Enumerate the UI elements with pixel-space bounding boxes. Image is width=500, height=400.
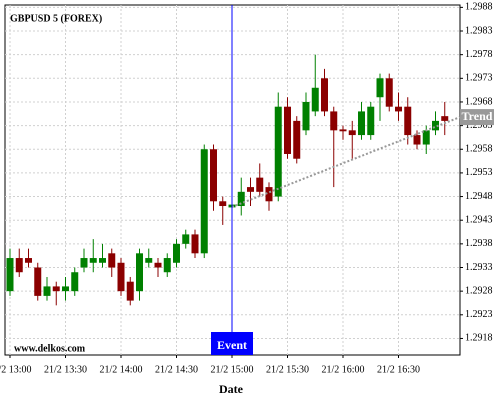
candle-body — [71, 272, 79, 292]
y-tick-label: 1.2948 — [465, 191, 493, 202]
candle-body — [339, 129, 347, 132]
x-tick-label: 21/2 16:00 — [321, 364, 364, 375]
candle-body — [348, 130, 356, 136]
y-tick-label: 1.2978 — [465, 49, 493, 60]
x-tick-label: 21/2 15:30 — [266, 364, 309, 375]
candle-body — [376, 78, 384, 98]
candle-body — [89, 258, 97, 263]
candle-body — [126, 281, 134, 301]
candle-body — [413, 135, 421, 145]
candle-body — [293, 120, 301, 159]
candle-body — [302, 101, 310, 131]
y-tick-label: 1.2928 — [465, 285, 493, 296]
candle-body — [34, 267, 42, 296]
chart-title: GBPUSD 5 (FOREX) — [10, 13, 102, 24]
candle-body — [321, 78, 328, 112]
candle-body — [256, 177, 264, 192]
x-tick-label: 21/2 14:30 — [155, 364, 198, 375]
trend-line — [231, 116, 461, 208]
candle-body — [25, 258, 32, 263]
x-tick-label: 21/2 15:00 — [210, 364, 253, 375]
event-label: Event — [217, 338, 247, 352]
y-tick-label: 1.2953 — [465, 167, 493, 178]
event-label-box — [211, 332, 253, 355]
candle-body — [422, 130, 430, 145]
y-tick-label: 1.2943 — [465, 214, 493, 225]
candle-body — [247, 187, 254, 192]
y-tick-label: 1.2938 — [465, 238, 493, 249]
candle-body — [173, 243, 180, 263]
x-tick-label: 21/2 16:30 — [377, 364, 420, 375]
candle-body — [265, 187, 273, 202]
candle-body — [99, 258, 106, 263]
candle-body — [108, 253, 116, 268]
candle-body — [6, 258, 14, 292]
y-tick-label: 1.2973 — [465, 73, 493, 84]
candle-body — [62, 286, 69, 292]
candle-body — [330, 111, 338, 131]
candle-body — [191, 234, 199, 254]
candle-body — [154, 262, 162, 268]
candle-body — [200, 149, 208, 254]
x-tick-label: 21/2 14:00 — [99, 364, 142, 375]
y-tick-label: 1.2963 — [465, 120, 493, 131]
candle-body — [15, 258, 23, 273]
candle-body — [385, 78, 393, 107]
trend-label-box — [460, 109, 494, 126]
candle-body — [52, 286, 60, 292]
candle-body — [441, 116, 449, 121]
candle-body — [404, 106, 412, 136]
candle-body — [367, 106, 375, 136]
candle-body — [182, 234, 190, 244]
y-tick-label: 1.2918 — [465, 333, 493, 344]
candle-body — [210, 149, 217, 202]
candle-body — [237, 191, 245, 207]
trend-label: Trend — [462, 109, 493, 123]
candle-body — [136, 253, 143, 292]
y-tick-label: 1.2983 — [465, 25, 493, 36]
y-tick-label: 1.2968 — [465, 96, 493, 107]
watermark: www.delkos.com — [14, 343, 86, 354]
candle-body — [163, 258, 171, 273]
x-tick-label: 21/2 13:30 — [44, 364, 87, 375]
candle-body — [219, 201, 227, 207]
y-tick-label: 1.2988 — [465, 2, 493, 13]
x-tick-label: 21/2 13:00 — [0, 364, 32, 375]
y-tick-label: 1.2958 — [465, 144, 493, 155]
candle-body — [43, 286, 51, 296]
candle-body — [432, 120, 439, 131]
candle-body — [311, 87, 319, 112]
candle-body — [145, 258, 153, 263]
candle-body — [395, 106, 402, 112]
y-tick-label: 1.2923 — [465, 309, 493, 320]
y-tick-label: 1.2933 — [465, 262, 493, 273]
candle-body — [358, 111, 365, 136]
candle-body — [117, 262, 125, 292]
candle-body — [80, 258, 88, 268]
x-axis-label: Date — [219, 382, 244, 396]
candle-body — [274, 106, 282, 197]
candle-body — [284, 106, 291, 154]
